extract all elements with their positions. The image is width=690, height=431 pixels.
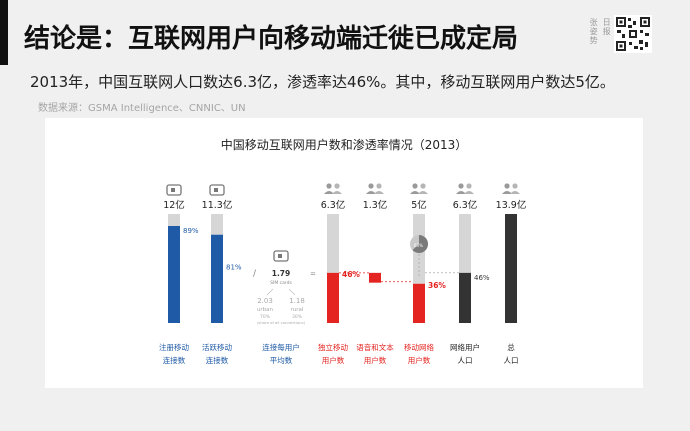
split-line bbox=[266, 288, 274, 296]
sim-chip-mark bbox=[214, 188, 218, 192]
bar-fill bbox=[459, 272, 471, 323]
bar-value-label: 11.3亿 bbox=[202, 199, 233, 211]
people-icon-second-body bbox=[374, 191, 384, 194]
bar-background bbox=[168, 214, 180, 226]
qr-code-icon bbox=[614, 15, 652, 53]
people-icon bbox=[458, 183, 464, 189]
brand-line-1: 张姿势 bbox=[589, 18, 598, 45]
people-icon-second bbox=[466, 183, 472, 189]
bar-background bbox=[459, 214, 471, 273]
bar-value-label: 5亿 bbox=[411, 199, 427, 211]
bar-category-label: 用户数 bbox=[364, 355, 387, 365]
left-accent-bar bbox=[0, 0, 8, 65]
bar-fill bbox=[327, 272, 339, 323]
bar-category-label: 网络用户 bbox=[450, 342, 480, 352]
rural-value: 1.18 bbox=[289, 297, 305, 305]
people-icon-second bbox=[512, 183, 518, 189]
people-icon bbox=[326, 183, 332, 189]
urban-share: 70% bbox=[260, 314, 271, 320]
people-icon-body bbox=[410, 191, 420, 194]
bar-category-label: 总 bbox=[507, 342, 515, 352]
divide-symbol: / bbox=[253, 269, 257, 279]
bar-category-label: 用户数 bbox=[408, 355, 431, 365]
bar-category-label: 注册移动 bbox=[159, 342, 189, 352]
people-icon-second-body bbox=[332, 191, 342, 194]
data-source: 数据来源：GSMA Intelligence、CNNIC、UN bbox=[38, 103, 246, 114]
people-icon-second bbox=[334, 183, 340, 189]
bar-fill bbox=[211, 234, 223, 323]
bar-category-label: 用户数 bbox=[322, 355, 345, 365]
bar-fill bbox=[505, 214, 517, 323]
brand-line-2: 日报 bbox=[602, 18, 611, 36]
pie-label: 63% bbox=[414, 243, 423, 248]
sim-chip-mark bbox=[278, 254, 282, 258]
sim-card-icon bbox=[209, 184, 225, 196]
sim-per-user-label: 连接每用户 bbox=[262, 342, 300, 352]
bar-category-label: 语音和文本 bbox=[356, 342, 394, 352]
bar-pct-label: 46% bbox=[474, 274, 490, 282]
bar-pct-label: 81% bbox=[226, 264, 242, 272]
bar-category-label: 连接数 bbox=[163, 355, 186, 365]
pie-slice bbox=[412, 235, 428, 253]
people-icon bbox=[412, 183, 418, 189]
people-icon bbox=[504, 183, 510, 189]
chart-title: 中国移动互联网用户数和渗透率情况（2013） bbox=[220, 138, 468, 152]
bar-category-label: 活跃移动 bbox=[202, 342, 232, 352]
page-title: 结论是：互联网用户向移动端迁徙已成定局 bbox=[24, 24, 519, 54]
bar-background bbox=[211, 214, 223, 235]
urban-value: 2.03 bbox=[257, 297, 273, 305]
bar-category-label: 独立移动 bbox=[318, 342, 348, 352]
people-icon-body bbox=[456, 191, 466, 194]
bar-category-label: 移动网络 bbox=[404, 342, 434, 352]
bar-category-label: 连接数 bbox=[206, 355, 229, 365]
sim-card-icon bbox=[166, 184, 182, 196]
split-line bbox=[288, 288, 296, 296]
urban-label: urban bbox=[257, 307, 274, 313]
bar-segment bbox=[369, 272, 381, 283]
equals-symbol: = bbox=[310, 270, 316, 278]
people-icon-second-body bbox=[418, 191, 428, 194]
bar-value-label: 6.3亿 bbox=[453, 199, 478, 211]
bar-background bbox=[327, 214, 339, 273]
bar-value-label: 6.3亿 bbox=[321, 199, 346, 211]
people-icon-body bbox=[324, 191, 334, 194]
people-icon bbox=[368, 183, 374, 189]
page-subtitle: 2013年，中国互联网人口数达6.3亿，渗透率达46%。其中，移动互联网用户数达… bbox=[30, 73, 615, 91]
bar-fill bbox=[168, 225, 180, 323]
bar-category-label: 人口 bbox=[504, 356, 519, 365]
people-icon-second bbox=[376, 183, 382, 189]
sim-per-user-value: 1.79 bbox=[272, 269, 291, 278]
people-icon-second-body bbox=[510, 191, 520, 194]
bar-pct-label: 89% bbox=[183, 227, 199, 235]
bar-pct-label: 36% bbox=[428, 281, 446, 290]
bar-value-label: 13.9亿 bbox=[496, 199, 527, 211]
rural-label: rural bbox=[291, 307, 304, 313]
brand-label: 张姿势 日报 bbox=[587, 18, 611, 45]
people-icon-body bbox=[366, 191, 376, 194]
bar-category-label: 人口 bbox=[458, 356, 473, 365]
rural-share: 30% bbox=[292, 314, 303, 320]
sim-card-icon bbox=[273, 250, 289, 262]
bar-value-label: 1.3亿 bbox=[363, 199, 388, 211]
bar-fill bbox=[413, 283, 425, 323]
share-note: (share of all connections) bbox=[257, 320, 306, 325]
sim-chip-mark bbox=[171, 188, 175, 192]
people-icon-body bbox=[502, 191, 512, 194]
bar-pct-label: 46% bbox=[342, 270, 360, 279]
sim-per-user-label: 平均数 bbox=[270, 355, 293, 365]
sim-per-user-unit: SIM cards bbox=[270, 280, 292, 286]
people-icon-second bbox=[420, 183, 426, 189]
people-icon-second-body bbox=[464, 191, 474, 194]
bar-value-label: 12亿 bbox=[163, 199, 185, 211]
chart-card: 12亿 89% 注册移动连接数 11.3亿 81% 活跃移动连接数 6.3亿 46% 独立移动用… bbox=[45, 118, 643, 388]
